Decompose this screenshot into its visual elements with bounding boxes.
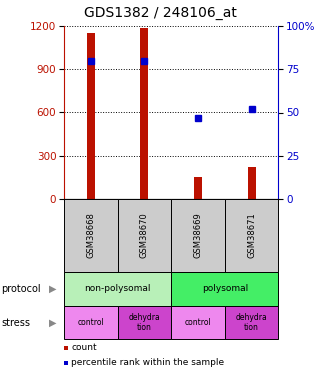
Text: ▶: ▶ [49,318,57,327]
Text: control: control [77,318,104,327]
Text: control: control [185,318,212,327]
Text: count: count [71,344,97,352]
Text: ▶: ▶ [49,284,57,294]
Bar [194,177,202,199]
Text: GSM38668: GSM38668 [86,212,95,258]
Text: protocol: protocol [2,284,41,294]
Text: percentile rank within the sample: percentile rank within the sample [71,358,224,368]
Text: GSM38670: GSM38670 [140,212,149,258]
Text: GSM38669: GSM38669 [194,212,203,258]
Text: dehydra
tion: dehydra tion [236,313,268,332]
Text: polysomal: polysomal [202,284,248,293]
Text: GDS1382 / 248106_at: GDS1382 / 248106_at [84,6,236,20]
Bar [248,167,256,199]
Text: GSM38671: GSM38671 [247,212,256,258]
Bar [87,33,95,199]
Bar [140,28,148,199]
Text: stress: stress [2,318,31,327]
Text: dehydra
tion: dehydra tion [129,313,160,332]
Text: non-polysomal: non-polysomal [84,284,151,293]
